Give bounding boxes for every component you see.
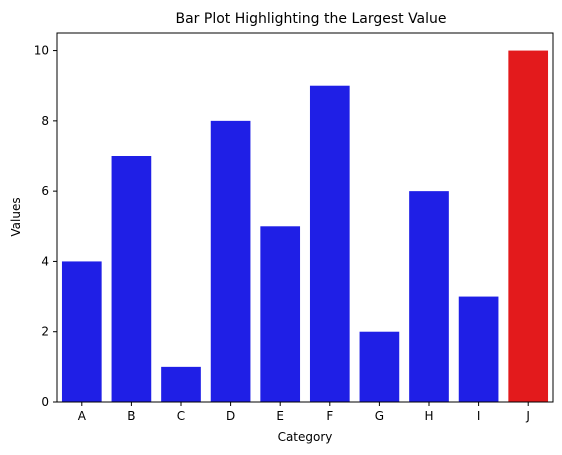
bar-b [111,156,152,402]
y-axis-label: Values [9,197,23,236]
y-tick-label-0: 0 [41,395,49,409]
bar-i [458,296,499,402]
y-axis-ticks: 0 2 4 6 8 10 [34,44,57,409]
bar-g [359,331,400,402]
x-tick-label-h: H [424,409,433,423]
plot-area-frame [56,32,554,403]
bar-j [508,50,549,402]
x-axis-ticks: A B C D E F G H I J [78,402,530,423]
bar-d [210,120,251,403]
bars-group [61,50,549,403]
y-tick-label-2: 2 [41,325,49,339]
chart-title: Bar Plot Highlighting the Largest Value [175,11,446,27]
y-tick-label-4: 4 [41,254,49,268]
x-tick-label-c: C [177,409,185,423]
y-tick-label-8: 8 [41,114,49,128]
y-tick-label-6: 6 [41,184,49,198]
x-tick-label-f: F [326,409,333,423]
x-tick-label-e: E [276,409,284,423]
bar-f [309,85,350,403]
bar-h [409,191,449,402]
bar-e [260,226,301,402]
bar-a [61,261,102,402]
x-tick-label-b: B [127,409,135,423]
x-tick-label-j: J [525,409,530,423]
x-tick-label-d: D [226,409,235,423]
y-tick-label-10: 10 [34,44,49,58]
x-tick-label-g: G [375,409,384,423]
x-axis-label: Category [278,430,333,444]
x-tick-label-a: A [78,409,87,423]
x-tick-label-i: I [477,409,481,423]
bar-c [161,366,201,402]
